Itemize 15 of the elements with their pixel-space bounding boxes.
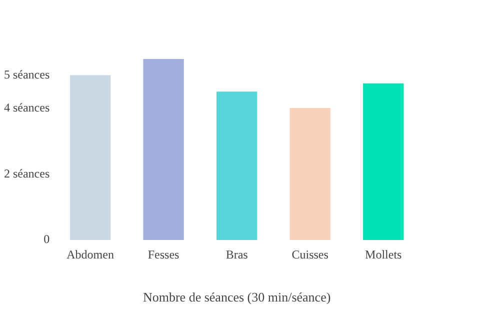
bar <box>143 59 184 240</box>
x-tick-label: Mollets <box>365 247 402 262</box>
x-tick-label: Abdomen <box>66 247 114 262</box>
bar <box>290 108 330 240</box>
x-tick-label: Cuisses <box>292 247 329 262</box>
x-tick-label: Fesses <box>148 247 180 262</box>
x-tick-label: Bras <box>226 247 248 262</box>
y-tick-label: 4 séances <box>4 100 50 115</box>
y-tick-label: 2 séances <box>4 166 50 180</box>
bar <box>70 75 111 240</box>
y-tick-label: 0 <box>44 232 50 246</box>
bar <box>363 83 404 240</box>
bar <box>216 92 258 240</box>
y-tick-label: 5 séances <box>4 68 50 82</box>
x-axis-title: Nombre de séances (30 min/séance) <box>142 290 331 305</box>
